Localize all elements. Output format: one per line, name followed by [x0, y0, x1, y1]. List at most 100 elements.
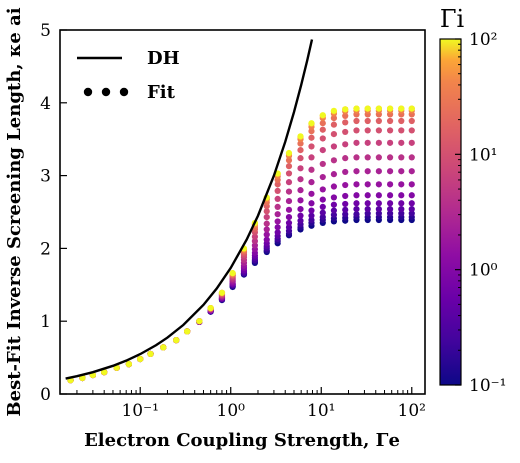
fit-point [196, 318, 203, 325]
fit-point [408, 127, 415, 134]
fit-point [364, 181, 371, 188]
fit-point [308, 190, 315, 197]
fit-point [375, 181, 382, 188]
y-tick-label: 4 [40, 94, 51, 114]
fit-series [67, 127, 415, 384]
fit-point [375, 117, 382, 125]
fit-point [398, 139, 405, 146]
fit-point [319, 126, 326, 133]
fit-point [386, 154, 394, 161]
fit-series [67, 105, 415, 384]
fit-point [364, 210, 371, 217]
fit-point [308, 154, 315, 161]
fit-point [330, 107, 338, 114]
fit-point [330, 143, 338, 150]
fit-point [125, 361, 132, 368]
fit-point [319, 135, 326, 142]
fit-point [285, 219, 293, 227]
fit-point [319, 173, 326, 181]
fit-point [398, 200, 405, 207]
fit-point [319, 120, 326, 127]
fit-point [364, 154, 371, 161]
fit-point [274, 187, 281, 194]
fit-point [285, 179, 293, 186]
colorbar-tick-label: 10⁻¹ [469, 376, 506, 396]
legend-fit-swatch-dot [119, 87, 129, 97]
fit-point [330, 211, 338, 219]
fit-point [285, 157, 293, 164]
fit-point [330, 207, 338, 214]
fit-point [386, 192, 394, 199]
fit-point [342, 141, 349, 148]
fit-point [375, 200, 382, 207]
fit-point [79, 374, 86, 382]
fit-series [67, 214, 415, 384]
fit-point [375, 168, 382, 175]
colorbar-tick-label: 10¹ [469, 145, 497, 165]
fit-point [274, 224, 281, 231]
fit-point [353, 127, 360, 134]
fit-point [297, 187, 304, 194]
fit-point [353, 168, 360, 175]
fit-point [398, 181, 405, 188]
fit-point [364, 168, 371, 175]
fit-points-group [67, 105, 415, 384]
fit-point [386, 127, 394, 134]
fit-point [330, 121, 338, 128]
fit-point [342, 119, 349, 126]
fit-point [274, 203, 281, 210]
fit-point [408, 210, 415, 217]
fit-point [274, 195, 281, 202]
fit-point [386, 117, 394, 125]
fit-series [67, 205, 415, 384]
fit-point [353, 117, 360, 125]
plot-area: 10⁻¹ 10⁰ 10¹ 10² 0 1 2 3 4 5 [40, 21, 426, 421]
fit-point [330, 157, 338, 164]
fit-point [184, 328, 191, 335]
fit-point [330, 131, 338, 138]
y-axis-title: Best-Fit Inverse Screening Length, κe ai [4, 7, 25, 416]
x-tick-label: 10⁻¹ [121, 401, 158, 421]
fit-point [297, 217, 304, 224]
fit-point [285, 188, 293, 195]
y-tick-label: 2 [40, 239, 51, 259]
fit-point [263, 214, 270, 221]
fit-point [353, 154, 360, 161]
fit-point [263, 226, 270, 233]
y-tick-label: 5 [40, 21, 51, 41]
fit-point [330, 194, 338, 201]
fit-point [263, 208, 270, 215]
y-axis-ticks: 0 1 2 3 4 5 [40, 21, 67, 405]
legend-fit-swatch-dot [83, 87, 93, 97]
fit-point [342, 200, 349, 208]
x-tick-label: 10² [398, 401, 426, 421]
fit-point [285, 224, 293, 231]
fit-point [274, 211, 281, 218]
fit-point [408, 181, 415, 188]
fit-point [386, 205, 394, 213]
fit-point [353, 139, 360, 146]
fit-point [364, 105, 371, 112]
fit-point [330, 171, 338, 178]
y-tick-label: 1 [40, 312, 51, 332]
fit-point [364, 139, 371, 146]
fit-point [297, 212, 304, 219]
fit-point [353, 192, 360, 199]
fit-point [308, 134, 315, 141]
fit-point [137, 355, 144, 363]
fit-point [274, 181, 281, 188]
fit-point [342, 128, 349, 136]
colorbar-gradient [439, 38, 462, 386]
fit-point [398, 192, 405, 199]
legend-dh-label: DH [147, 48, 180, 69]
fit-point [308, 143, 315, 150]
fit-point [263, 231, 270, 238]
fit-point [285, 206, 293, 213]
fit-point [398, 210, 405, 217]
fit-point [147, 350, 154, 358]
fit-series [67, 107, 415, 384]
fit-point [375, 154, 382, 161]
fit-point [408, 200, 415, 207]
fit-point [408, 205, 415, 213]
